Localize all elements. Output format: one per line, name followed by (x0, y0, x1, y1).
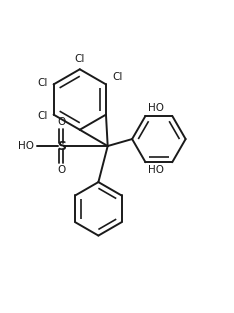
Text: Cl: Cl (112, 72, 122, 82)
Text: O: O (57, 165, 65, 175)
Text: HO: HO (18, 141, 34, 151)
Text: HO: HO (148, 103, 164, 113)
Text: Cl: Cl (75, 54, 85, 64)
Text: O: O (57, 117, 65, 127)
Text: S: S (57, 140, 66, 152)
Text: Cl: Cl (37, 111, 48, 121)
Text: Cl: Cl (37, 78, 48, 88)
Text: HO: HO (148, 165, 164, 175)
